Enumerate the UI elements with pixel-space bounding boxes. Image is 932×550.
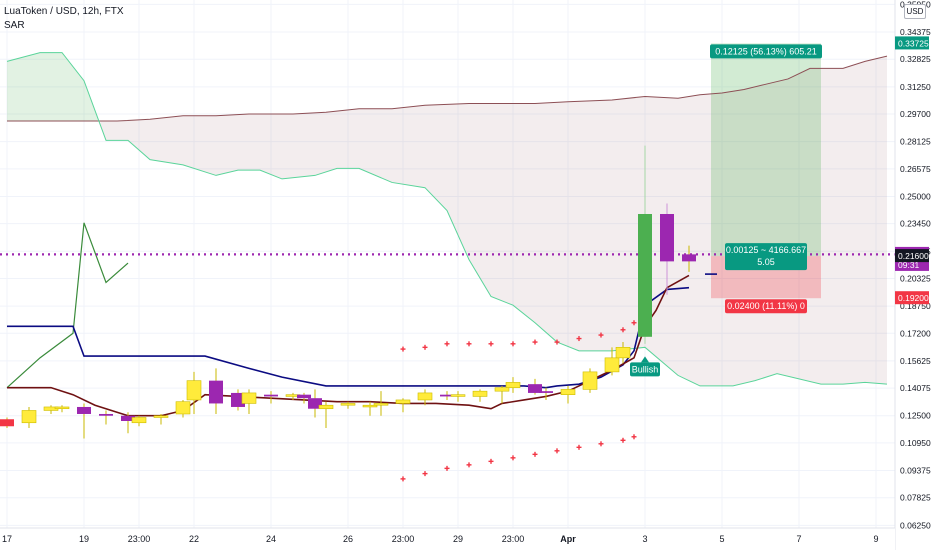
price-label-box: [895, 291, 929, 305]
candle-body: [231, 392, 245, 407]
time-tick-label: 22: [189, 534, 199, 544]
price-label: 0.33725: [898, 38, 929, 48]
chart-title: LuaToken / USD, 12h, FTX: [4, 6, 124, 17]
price-tick-label: 0.32825: [900, 54, 931, 64]
price-label: 0.21600: [898, 251, 929, 261]
time-tick-label: 26: [343, 534, 353, 544]
candle-body: [660, 214, 674, 262]
candle-body: [582, 371, 598, 390]
price-tick-label: 0.23450: [900, 219, 931, 229]
candle-body: [241, 392, 257, 404]
candle-body: [528, 384, 542, 393]
stop-label-box: [725, 299, 807, 314]
time-tick-label: 29: [453, 534, 463, 544]
line-lagging-span: [6, 222, 129, 389]
candle-body: [560, 389, 576, 395]
price-tick-label: 0.17200: [900, 328, 931, 338]
price-tick-label: 0.10950: [900, 438, 931, 448]
price-tick-label: 0.18750: [900, 301, 931, 311]
candle-body: [539, 391, 553, 393]
candle-body: [209, 380, 223, 404]
time-tick-label: 9: [873, 534, 878, 544]
currency-button[interactable]: USD: [904, 4, 926, 19]
candle-body: [153, 415, 169, 418]
time-tick-label: 3: [642, 534, 647, 544]
time-tick-label: 23:00: [502, 534, 525, 544]
candle-body: [297, 394, 311, 399]
candle-body: [638, 214, 652, 337]
time-tick-label: 17: [2, 534, 12, 544]
price-label-box: [895, 36, 929, 50]
candle-body: [264, 394, 278, 397]
price-label-countdown: 09:31: [898, 260, 920, 270]
time-tick-label: 5: [719, 534, 724, 544]
indicator-label: SAR: [4, 20, 25, 31]
time-tick-label: 24: [266, 534, 276, 544]
candle-body: [99, 413, 113, 416]
price-tick-label: 0.34375: [900, 27, 931, 37]
price-tick-label: 0.15625: [900, 356, 931, 366]
price-tick-label: 0.28125: [900, 137, 931, 147]
candle-body: [494, 387, 510, 392]
price-axis-background: [895, 0, 932, 550]
price-tick-label: 0.31250: [900, 82, 931, 92]
candle-body: [362, 404, 378, 408]
candle-body: [440, 394, 454, 397]
candle-body: [604, 357, 620, 373]
candle-body: [505, 382, 521, 388]
target-label-box: [710, 44, 822, 59]
candle-body: [131, 417, 147, 424]
price-tick-label: 0.20325: [900, 273, 931, 283]
candle-body: [340, 403, 356, 406]
candle-body: [21, 410, 37, 424]
time-tick-label: 7: [796, 534, 801, 544]
candle-body: [121, 415, 135, 421]
cloud-fill: [100, 56, 887, 386]
candle-body: [450, 394, 466, 397]
candle-body: [308, 398, 322, 409]
entry-label-line2: 5.05: [757, 257, 775, 267]
candle-body: [682, 254, 696, 262]
bullish-signal-label: Bullish: [632, 364, 659, 374]
price-tick-label: 0.26575: [900, 164, 931, 174]
candle-body: [395, 399, 411, 404]
candle-body: [0, 419, 14, 427]
time-tick-label: 23:00: [392, 534, 415, 544]
candle-body: [417, 392, 433, 401]
time-tick-label: Apr: [560, 534, 576, 544]
candle-body: [54, 406, 70, 410]
price-label-box: [895, 249, 929, 263]
candle-body: [318, 404, 334, 410]
price-tick-label: 0.07825: [900, 493, 931, 503]
price-tick-label: 0.09375: [900, 466, 931, 476]
candle-body: [472, 390, 488, 397]
price-tick-label: 0.06250: [900, 520, 931, 530]
candle-body: [373, 403, 389, 406]
price-tick-label: 0.14075: [900, 383, 931, 393]
target-label: 0.12125 (56.13%) 605.21: [715, 46, 817, 56]
entry-label-line1: 0.00125 ~ 4166.667: [726, 245, 806, 255]
time-tick-label: 23:00: [128, 534, 151, 544]
price-label: 0.19200: [898, 293, 929, 303]
line-cloud-lower: [6, 52, 888, 387]
price-tick-label: 0.25000: [900, 191, 931, 201]
candle-body: [615, 347, 631, 359]
bullish-signal-badge: [630, 362, 660, 377]
entry-label-box: [725, 243, 807, 271]
price-tick-label: 0.29700: [900, 109, 931, 119]
candle-body: [186, 380, 202, 401]
position-profit-zone: [711, 43, 821, 257]
candle-body: [175, 401, 191, 415]
time-axis-background: [0, 528, 895, 550]
candle-body: [77, 406, 91, 414]
signal-pointer: [641, 356, 649, 363]
time-tick-label: 19: [79, 534, 89, 544]
stop-label: 0.02400 (11.11%) 0: [727, 301, 805, 311]
line-cloud-upper: [7, 55, 888, 122]
price-tick-label: 0.12500: [900, 411, 931, 421]
